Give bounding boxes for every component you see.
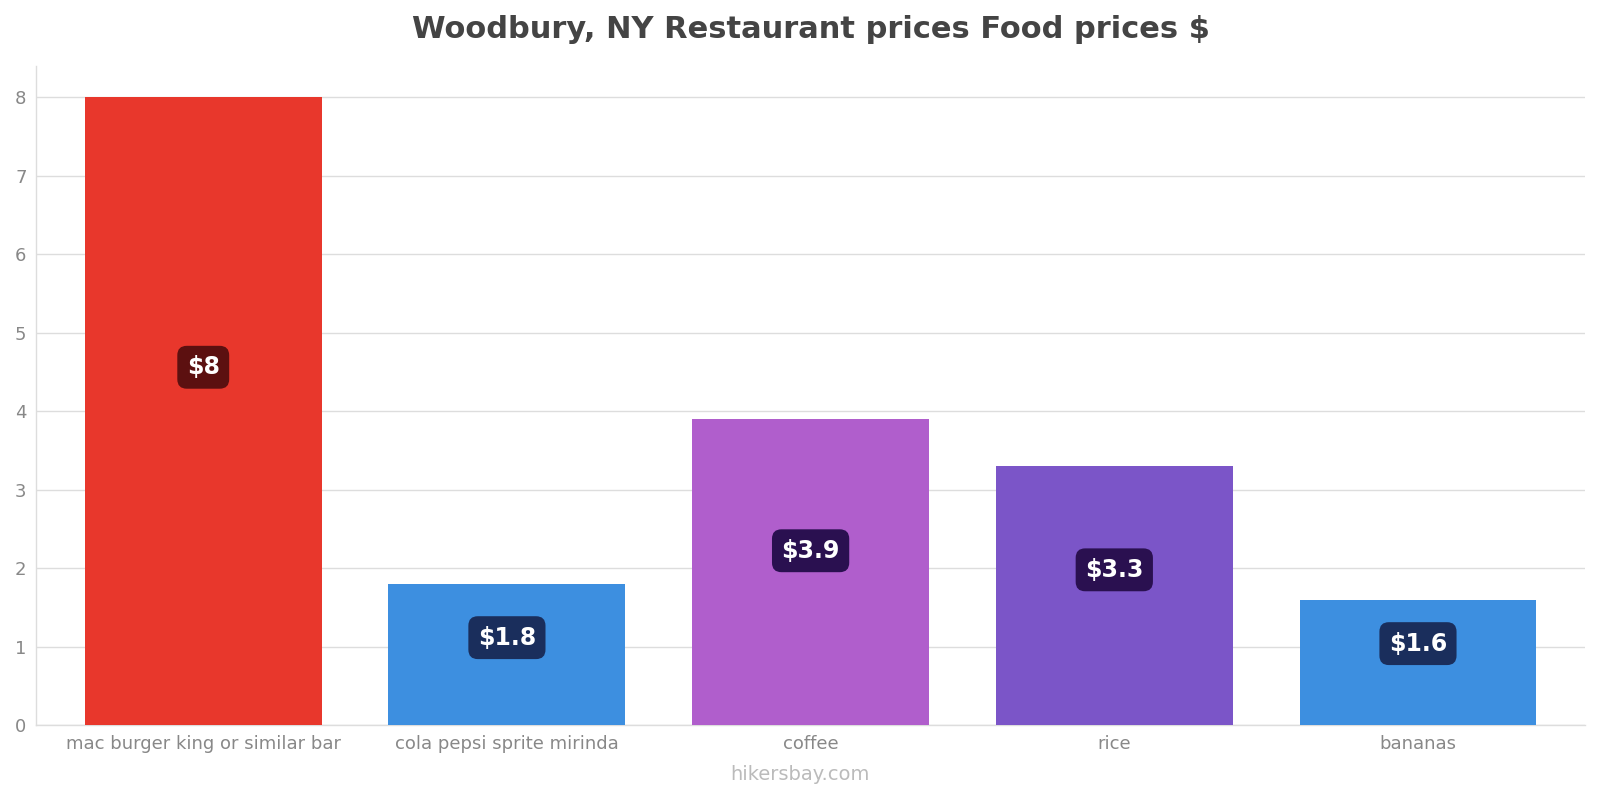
Bar — [85, 97, 322, 726]
Bar — [1299, 600, 1536, 726]
Text: $3.9: $3.9 — [781, 538, 840, 562]
Bar — [693, 419, 930, 726]
Text: $8: $8 — [187, 355, 219, 379]
Text: $3.3: $3.3 — [1085, 558, 1144, 582]
Text: $1.6: $1.6 — [1389, 632, 1446, 656]
Bar — [995, 466, 1232, 726]
Text: $1.8: $1.8 — [478, 626, 536, 650]
Title: Woodbury, NY Restaurant prices Food prices $: Woodbury, NY Restaurant prices Food pric… — [411, 15, 1210, 44]
Text: hikersbay.com: hikersbay.com — [730, 765, 870, 784]
Bar — [389, 584, 626, 726]
